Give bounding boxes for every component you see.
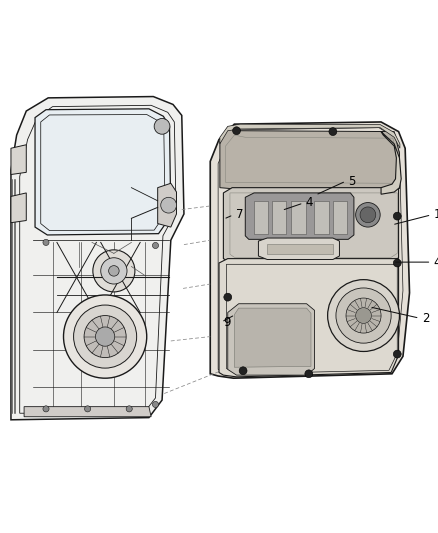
Circle shape	[74, 305, 137, 368]
Polygon shape	[24, 407, 151, 417]
Text: 1: 1	[434, 208, 438, 221]
Circle shape	[152, 401, 159, 408]
Circle shape	[152, 243, 159, 248]
Polygon shape	[333, 201, 347, 233]
Polygon shape	[228, 304, 314, 375]
Circle shape	[84, 316, 126, 358]
Circle shape	[109, 265, 119, 276]
Circle shape	[64, 295, 147, 378]
Circle shape	[95, 327, 115, 346]
Circle shape	[101, 258, 127, 284]
Text: 2: 2	[422, 312, 429, 325]
Polygon shape	[272, 201, 286, 233]
Polygon shape	[220, 127, 399, 190]
Polygon shape	[11, 145, 26, 174]
Polygon shape	[234, 308, 311, 367]
Polygon shape	[11, 193, 26, 223]
Polygon shape	[219, 259, 399, 377]
Circle shape	[356, 308, 371, 324]
Circle shape	[43, 406, 49, 412]
Polygon shape	[254, 201, 268, 233]
Polygon shape	[220, 124, 400, 148]
Text: 5: 5	[348, 175, 356, 188]
Circle shape	[239, 367, 247, 375]
Circle shape	[93, 250, 135, 292]
Circle shape	[328, 280, 399, 351]
Polygon shape	[291, 201, 306, 233]
Circle shape	[329, 128, 337, 135]
Polygon shape	[381, 132, 401, 194]
Polygon shape	[245, 193, 354, 239]
Polygon shape	[314, 201, 329, 233]
Text: 9: 9	[223, 316, 231, 329]
Circle shape	[43, 239, 49, 246]
Circle shape	[161, 197, 177, 213]
Circle shape	[393, 212, 401, 220]
Circle shape	[393, 259, 401, 267]
Polygon shape	[267, 244, 333, 254]
Polygon shape	[35, 109, 171, 235]
Polygon shape	[223, 188, 399, 263]
Circle shape	[336, 288, 391, 343]
Text: 4: 4	[306, 197, 313, 209]
Circle shape	[346, 298, 381, 333]
Circle shape	[305, 370, 313, 378]
Circle shape	[85, 406, 91, 412]
Polygon shape	[258, 238, 339, 260]
Circle shape	[224, 293, 232, 301]
Polygon shape	[11, 96, 184, 420]
Text: 7: 7	[236, 208, 243, 221]
Circle shape	[356, 203, 380, 227]
Circle shape	[233, 127, 240, 135]
Polygon shape	[210, 122, 410, 378]
Circle shape	[126, 406, 132, 412]
Circle shape	[393, 350, 401, 358]
Polygon shape	[158, 183, 177, 227]
Circle shape	[360, 207, 376, 223]
Circle shape	[154, 118, 170, 134]
Text: 4: 4	[434, 256, 438, 269]
